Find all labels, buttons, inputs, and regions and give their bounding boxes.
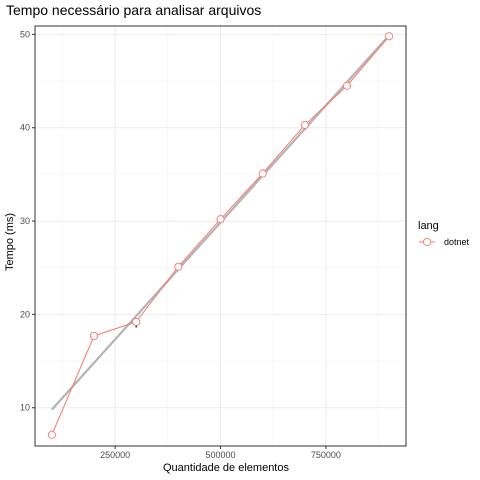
data-point — [174, 262, 183, 271]
data-point — [47, 430, 56, 439]
x-tick-label: 500000 — [205, 450, 235, 460]
data-point — [342, 81, 352, 90]
y-tick-label: 10 — [20, 403, 30, 413]
y-tick-label: 30 — [20, 216, 30, 226]
legend-title: lang — [418, 220, 439, 232]
y-tick-label: 20 — [20, 309, 30, 319]
data-point — [385, 32, 394, 41]
legend: lang dotnet — [418, 220, 470, 251]
data-point — [132, 317, 141, 326]
data-point — [300, 120, 309, 129]
plot-panel: 250000 500000 750000 10 20 30 40 50 — [20, 25, 407, 460]
y-axis-title: Tempo (ms) — [4, 213, 16, 271]
x-tick-label: 250000 — [100, 450, 130, 460]
y-tick-label: 50 — [20, 29, 30, 39]
y-tick-label: 40 — [20, 123, 30, 133]
legend-key-marker — [422, 237, 432, 247]
x-axis-title: Quantidade de elementos — [163, 462, 289, 474]
legend-label-dotnet: dotnet — [444, 237, 470, 247]
data-point — [89, 331, 99, 340]
data-point — [216, 215, 225, 224]
data-point — [258, 169, 267, 178]
chart-title: Tempo necessário para analisar arquivos — [6, 2, 261, 18]
x-tick-label: 750000 — [311, 450, 341, 460]
